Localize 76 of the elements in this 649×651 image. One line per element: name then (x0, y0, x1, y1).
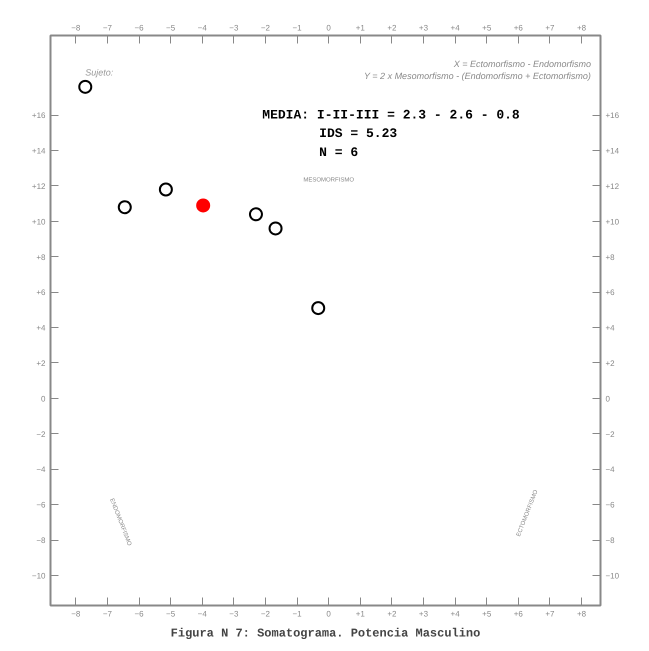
x2-tick-label: 0 (326, 610, 332, 618)
x-tick-label: +4 (450, 24, 460, 32)
y2-tick-label: +8 (606, 252, 616, 262)
x-tick-label: +1 (356, 24, 366, 32)
y2-tick-label: −8 (606, 536, 616, 546)
point (78, 80, 92, 94)
x2-tick-label: +6 (514, 610, 524, 618)
y2-tick-label: +16 (606, 111, 620, 120)
point (268, 221, 283, 236)
annotation: MEDIA: I-II-III = 2.3 - 2.6 - 0.8 (262, 108, 520, 123)
y-tick-label: +14 (32, 146, 46, 156)
x2-tick-label: +1 (356, 610, 366, 618)
x-tick-label: +6 (514, 24, 524, 32)
y2-tick-label: −2 (606, 430, 616, 439)
point (311, 301, 326, 316)
point (158, 182, 173, 196)
y-tick-label: +10 (32, 217, 46, 226)
x-tick-label: +8 (576, 24, 587, 32)
point (196, 198, 210, 212)
x2-tick-label: −5 (166, 610, 176, 618)
y-tick-label: +16 (32, 111, 46, 120)
x-tick-label: −6 (134, 24, 144, 32)
x-tick-label: +5 (482, 24, 492, 32)
y-tick-label: +4 (36, 324, 46, 333)
y-tick-label: +8 (36, 252, 46, 262)
y-tick-label: −10 (32, 571, 46, 580)
x2-tick-label: −1 (292, 610, 302, 618)
x-tick-label: +7 (545, 24, 556, 32)
y-tick-label: +12 (32, 182, 46, 191)
text: Figura N 7: Somatograma. Potencia Masculino (170, 626, 480, 640)
y-tick-label: −2 (36, 430, 46, 439)
x2-tick-label: +3 (418, 610, 429, 618)
x2-tick-label: −6 (134, 610, 144, 618)
x2-tick-label: +7 (545, 610, 556, 618)
x2-tick-label: +2 (387, 610, 397, 618)
y2-tick-label: +14 (606, 146, 620, 156)
x-tick-label: +2 (387, 24, 397, 32)
y2-tick-label: +10 (606, 217, 620, 226)
x-tick-label: −8 (71, 24, 81, 32)
annotation: Y = 2 x Mesomorfismo - (Endomorfismo + Ectomorfismo) (364, 71, 591, 82)
y-tick-label: −4 (36, 465, 46, 474)
x2-tick-label: +8 (576, 610, 587, 618)
annotation: N = 6 (319, 144, 358, 160)
x2-tick-label: −2 (260, 610, 271, 618)
x-tick-label: −7 (102, 24, 113, 32)
x2-tick-label: −7 (102, 610, 113, 618)
point (118, 200, 132, 214)
y2-tick-label: +2 (606, 358, 616, 368)
y-tick-label: −8 (36, 536, 46, 546)
y2-tick-label: −4 (606, 465, 616, 474)
x-tick-label: −1 (292, 24, 302, 32)
annotation: Sujeto: (85, 68, 114, 78)
x2-tick-label: +5 (482, 610, 492, 618)
x2-tick-label: +4 (450, 610, 460, 618)
x-tick-label: −3 (229, 24, 239, 32)
x2-tick-label: −3 (229, 610, 239, 618)
y2-tick-label: +12 (606, 182, 620, 191)
annotation: IDS = 5.23 (319, 126, 398, 142)
x2-tick-label: −4 (198, 610, 208, 618)
x2-tick-label: −8 (71, 610, 81, 618)
y-tick-label: +2 (36, 358, 46, 368)
x-tick-label: −4 (198, 24, 208, 32)
x-tick-label: −5 (166, 24, 176, 32)
y-tick-label: −6 (36, 500, 46, 510)
point (248, 207, 263, 222)
y2-tick-label: 0 (606, 394, 610, 404)
y-tick-label: 0 (41, 394, 46, 404)
y2-tick-label: +6 (606, 288, 616, 298)
y2-tick-label: +4 (606, 324, 616, 333)
y2-tick-label: −6 (606, 500, 616, 510)
annotation: X = Ectomorfismo - Endomorfismo (452, 58, 592, 69)
x-tick-label: 0 (326, 24, 332, 32)
y2-tick-label: −10 (606, 571, 620, 580)
x-tick-label: −2 (260, 24, 271, 32)
x-tick-label: +3 (418, 24, 429, 32)
y-tick-label: +6 (36, 288, 46, 298)
